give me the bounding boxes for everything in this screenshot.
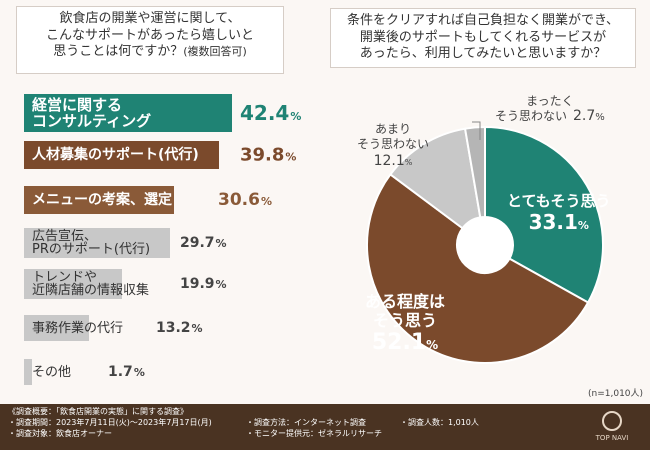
bar-category-label: その他 bbox=[24, 366, 71, 379]
bar bbox=[24, 141, 219, 169]
bar-row: 人材募集のサポート(代行) 39.8% bbox=[24, 141, 296, 169]
donut-leader-line bbox=[472, 121, 481, 140]
bar-value-unit: % bbox=[215, 237, 227, 250]
bar-value-unit: % bbox=[133, 366, 145, 379]
donut-value-unit: % bbox=[577, 219, 589, 232]
donut-value-unit: % bbox=[426, 338, 439, 352]
bar-category-label: 人材募集のサポート(代行) bbox=[24, 146, 199, 163]
footer-method: ・調査方法：インターネット調査 bbox=[246, 418, 366, 427]
bar-category-label: 広告宣伝、 PRのサポート(代行) bbox=[24, 230, 150, 256]
bar-value-label: 42.4% bbox=[240, 101, 301, 125]
bar-category-label-line: 人材募集のサポート(代行) bbox=[32, 146, 199, 163]
bar-value-unit: % bbox=[290, 110, 302, 123]
donut-svg bbox=[366, 121, 604, 364]
question-right: 条件をクリアすれば自己負担なく開業ができ、 開業後のサポートもしてくれるサービス… bbox=[330, 8, 636, 68]
footer-provider: ・モニター提供元：ゼネラルリサーチ bbox=[246, 429, 382, 438]
survey-footer: 《調査概要：「飲食店開業の実態」に関する調査》 ・調査期間：2023年7月11日… bbox=[0, 404, 650, 450]
donut-value-unit: % bbox=[404, 158, 413, 167]
logo-text: TOP NAVI bbox=[595, 434, 629, 442]
donut-label-line: そう思わない 2.7% bbox=[495, 108, 605, 124]
donut-value-label: 12.1% bbox=[373, 153, 413, 169]
bar bbox=[24, 315, 89, 341]
bar-value-label: 1.7% bbox=[108, 364, 145, 380]
bar bbox=[24, 269, 122, 299]
bar-category-label: 経営に関する コンサルティング bbox=[24, 97, 151, 129]
bar bbox=[24, 359, 32, 385]
bar-category-label-line: メニューの考案、選定 bbox=[32, 191, 172, 208]
donut-chart: とてもそう思う 33.1% ある程度は そう思う 52.1% あまり そう思わない 12.1%… bbox=[345, 94, 635, 390]
bar-category-label-line: コンサルティング bbox=[32, 112, 152, 130]
donut-label-line: そう思わない bbox=[357, 137, 430, 151]
topnavi-logo: TOP NAVI bbox=[584, 406, 640, 448]
bar-category-label-line: トレンドや bbox=[32, 270, 98, 285]
footer-target: ・調査対象：飲食店オーナー bbox=[8, 429, 112, 438]
bar-value-unit: % bbox=[191, 322, 203, 335]
donut-value-label: 2.7% bbox=[573, 108, 605, 124]
donut-label-line: ある程度は bbox=[365, 292, 446, 311]
bar-row: その他 1.7% bbox=[24, 359, 145, 385]
bar-value-number: 30.6 bbox=[218, 190, 260, 210]
donut-label-line: とてもそう思う bbox=[507, 192, 611, 210]
bar-value-number: 42.4 bbox=[240, 101, 290, 125]
bar-category-label-line: 広告宣伝、 bbox=[32, 229, 98, 244]
donut-label-line: そう思う bbox=[373, 311, 438, 330]
bar-category-label-line: 事務作業の代行 bbox=[32, 320, 124, 336]
bar-value-number: 1.7 bbox=[108, 364, 133, 380]
question-right-line2: 開業後のサポートもしてくれるサービスが bbox=[359, 29, 607, 45]
question-right-line3: あったら、利用してみたいと思いますか？ bbox=[359, 46, 607, 61]
question-left-line1: 飲食店の開業や運営に関して、 bbox=[59, 11, 241, 26]
bar-row: 事務作業の代行 13.2% bbox=[24, 315, 203, 341]
sample-size-note: (n=1,010人) bbox=[588, 389, 644, 399]
question-left-note: (複数回答可) bbox=[183, 45, 247, 58]
donut-hole bbox=[457, 217, 513, 273]
bar-value-label: 30.6% bbox=[218, 190, 272, 210]
bar-category-label: 事務作業の代行 bbox=[24, 322, 123, 335]
bar-category-label: トレンドや 近隣店舗の情報収集 bbox=[24, 271, 149, 297]
bar-category-label-line: PRのサポート(代行) bbox=[32, 242, 151, 257]
bar-category-label-line: 近隣店舗の情報収集 bbox=[32, 283, 150, 298]
bar-row: 経営に関する コンサルティング 42.4% bbox=[24, 94, 301, 132]
bar-value-number: 19.9 bbox=[180, 276, 215, 292]
question-left-line3: 思うことは何ですか？ bbox=[53, 44, 184, 59]
bar-category-label-line: その他 bbox=[32, 364, 72, 380]
bar-row: トレンドや 近隣店舗の情報収集 19.9% bbox=[24, 269, 227, 299]
bar-row: メニューの考案、選定 30.6% bbox=[24, 186, 272, 214]
bar-row: 広告宣伝、 PRのサポート(代行) 29.7% bbox=[24, 228, 227, 258]
question-left-line2: こんなサポートがあったら嬉しいと bbox=[45, 27, 254, 43]
footer-count: ・調査人数：1,010人 bbox=[400, 418, 479, 427]
donut-value-label: 33.1% bbox=[528, 210, 589, 234]
bar bbox=[24, 228, 170, 258]
donut-value-label: 52.1% bbox=[371, 330, 439, 355]
bar-category-label: メニューの考案、選定 bbox=[24, 191, 172, 208]
bar-value-number: 39.8 bbox=[240, 144, 285, 166]
bar bbox=[24, 186, 174, 214]
donut-value-unit: % bbox=[595, 112, 605, 123]
donut-label: まったく そう思わない 2.7% bbox=[495, 94, 605, 125]
donut-label-line: あまり bbox=[375, 122, 412, 136]
footer-period: ・調査期間：2023年7月11日(火)〜2023年7月17日(月) bbox=[8, 418, 212, 427]
bar-value-number: 29.7 bbox=[180, 235, 215, 251]
question-left: 飲食店の開業や運営に関して、 こんなサポートがあったら嬉しいと 思うことは何です… bbox=[16, 6, 284, 74]
bar-value-number: 13.2 bbox=[156, 320, 191, 336]
donut-label: ある程度は そう思う 52.1% bbox=[365, 292, 445, 358]
footer-title: 《調査概要：「飲食店開業の実態」に関する調査》 bbox=[8, 407, 188, 416]
donut-label-line: まったく bbox=[526, 94, 574, 108]
bar-value-label: 19.9% bbox=[180, 276, 227, 292]
bar-value-label: 39.8% bbox=[240, 145, 296, 166]
bar-value-unit: % bbox=[285, 150, 297, 164]
bar-value-unit: % bbox=[260, 195, 272, 208]
donut-label: あまり そう思わない 12.1% bbox=[357, 122, 429, 172]
question-right-line1: 条件をクリアすれば自己負担なく開業ができ、 bbox=[346, 13, 620, 28]
bar bbox=[24, 94, 232, 132]
logo-mark-icon bbox=[602, 411, 622, 431]
bar-value-label: 29.7% bbox=[180, 235, 227, 251]
bar-value-label: 13.2% bbox=[156, 320, 203, 336]
bar-value-unit: % bbox=[215, 278, 227, 291]
donut-label: とてもそう思う 33.1% bbox=[507, 192, 611, 238]
bar-category-label-line: 経営に関する bbox=[32, 96, 123, 114]
